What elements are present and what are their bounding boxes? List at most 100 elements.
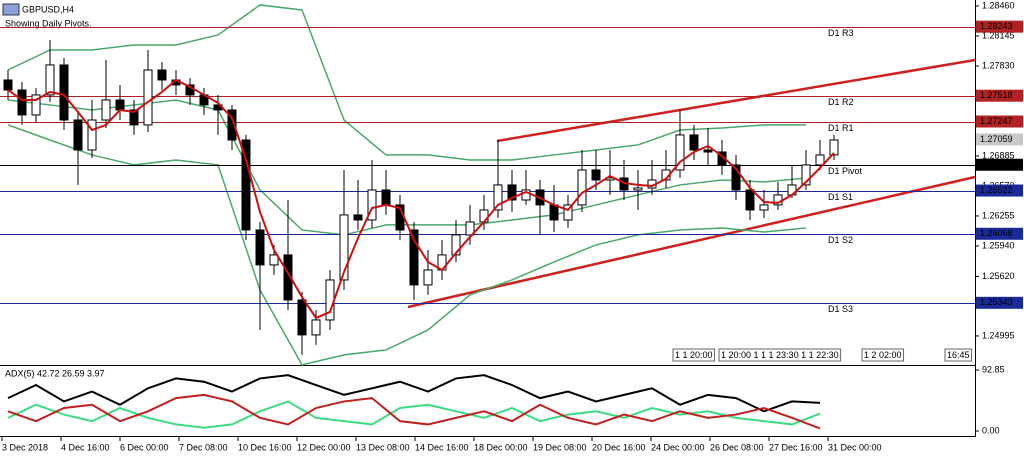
y-tick-label: 1.26255 (982, 210, 1015, 220)
candle-body (45, 64, 55, 96)
y-tick-label: 1.27830 (982, 60, 1015, 70)
adx-tick-label: 0.00 (982, 425, 1000, 435)
pivot-price-label: 1.27518 (980, 90, 1013, 100)
pivot-price-box (976, 115, 1023, 128)
candle-body (521, 189, 531, 201)
price-axis-bg (976, 0, 1024, 437)
x-tick-label: 18 Dec 00:00 (474, 442, 528, 452)
candle-body (465, 221, 475, 236)
candle-body (115, 99, 125, 111)
time-marker: 16:45 (944, 348, 973, 362)
pivot-price-box (976, 20, 1023, 33)
x-tick-label: 4 Dec 16:00 (61, 442, 110, 452)
candle-body (759, 204, 769, 211)
candle-body (31, 94, 41, 116)
current-price-box (976, 133, 1023, 146)
time-marker-box (718, 348, 842, 362)
y-tick-label: 1.26885 (982, 150, 1015, 160)
candle-body (59, 64, 69, 121)
y-tick-label: 1.28145 (982, 30, 1015, 40)
x-tick-label: 31 Dec 00:00 (828, 442, 882, 452)
time-marker: 1 2 02:00 (861, 348, 905, 362)
pivot-name: D1 Pivot (828, 166, 863, 176)
pivot-note: Showing Daily Pivots. (5, 18, 92, 28)
pivot-price-label: 1.25343 (980, 297, 1013, 307)
candle-body (269, 254, 279, 266)
y-tick-label: 1.24995 (982, 330, 1015, 340)
adx-tick-label: 92.85 (982, 364, 1005, 374)
time-marker: 1 1 20:00 (672, 348, 716, 362)
adx-line (7, 400, 821, 429)
x-tick-label: 7 Dec 08:00 (179, 442, 228, 452)
pivot-price-box (976, 296, 1023, 309)
channel-lower (407, 175, 976, 309)
x-tick-label: 19 Dec 08:00 (533, 442, 587, 452)
time-marker-label: 16:45 (947, 350, 970, 360)
candle-body (829, 139, 839, 156)
candle-body (675, 134, 685, 171)
pivot-name: D1 S2 (828, 235, 853, 245)
candle-body (423, 269, 433, 286)
candle-body (367, 189, 377, 221)
adx-line (7, 374, 821, 413)
time-marker-box (861, 348, 905, 362)
time-marker-label: 1 2 02:00 (864, 350, 902, 360)
candle-body (283, 254, 293, 301)
pivot-name: D1 R3 (828, 28, 854, 38)
candle-body (311, 319, 321, 336)
x-tick-label: 14 Dec 16:00 (415, 442, 469, 452)
symbol-title: GBPUSD,H4 (22, 4, 74, 14)
candle-body (815, 154, 825, 166)
time-marker-box (672, 348, 716, 362)
x-tick-label: 24 Dec 00:00 (651, 442, 705, 452)
candle-body (17, 89, 27, 116)
time-marker: 1 20:00 1 1 1 23:30 1 1 22:30 (718, 348, 842, 362)
candle-body (101, 99, 111, 121)
symbol-icon (2, 3, 20, 16)
candle-body (409, 229, 419, 286)
candle-body (353, 214, 363, 221)
x-tick-label: 3 Dec 2018 (2, 442, 48, 452)
candle-body (479, 209, 489, 223)
candle-body (731, 164, 741, 191)
pivot-name: D1 S3 (828, 304, 853, 314)
time-marker-box (944, 348, 973, 362)
pivot-name: D1 S1 (828, 192, 853, 202)
candle-body (297, 299, 307, 336)
candle-body (157, 69, 167, 81)
y-tick-label: 1.25940 (982, 240, 1015, 250)
time-marker-label: 1 20:00 1 1 1 23:30 1 1 22:30 (721, 350, 839, 360)
candle-body (381, 189, 391, 206)
x-tick-label: 27 Dec 16:00 (769, 442, 823, 452)
candle-body (549, 204, 559, 221)
candle-body (591, 169, 601, 181)
y-tick-label: 1.28460 (982, 0, 1015, 10)
adx-title: ADX(5) 42.72 26.59 3.97 (5, 368, 105, 378)
current-price-label: 1.27059 (980, 134, 1013, 144)
pivot-price-label: 1.26793 (980, 159, 1013, 169)
pivot-price-box (976, 227, 1023, 240)
pivot-price-label: 1.26522 (980, 185, 1013, 195)
bollinger-upper (7, 4, 806, 161)
x-tick-label: 20 Dec 16:00 (592, 442, 646, 452)
candle-body (633, 187, 643, 191)
candle-body (451, 234, 461, 256)
candle-body (241, 139, 251, 231)
candle-body (255, 229, 265, 266)
pivot-price-label: 1.28243 (980, 21, 1013, 31)
candle-body (87, 119, 97, 151)
candle-body (689, 134, 699, 151)
pivot-name: D1 R2 (828, 97, 854, 107)
candle-body (801, 164, 811, 186)
adx-line (7, 393, 821, 430)
candle-body (507, 184, 517, 201)
channel-upper (496, 58, 976, 143)
time-marker-label: 1 1 20:00 (675, 350, 713, 360)
pivot-price-box (976, 158, 1023, 171)
candle-body (129, 109, 139, 126)
x-tick-label: 6 Dec 00:00 (120, 442, 169, 452)
candle-body (143, 69, 153, 126)
x-tick-label: 12 Dec 00:00 (297, 442, 351, 452)
